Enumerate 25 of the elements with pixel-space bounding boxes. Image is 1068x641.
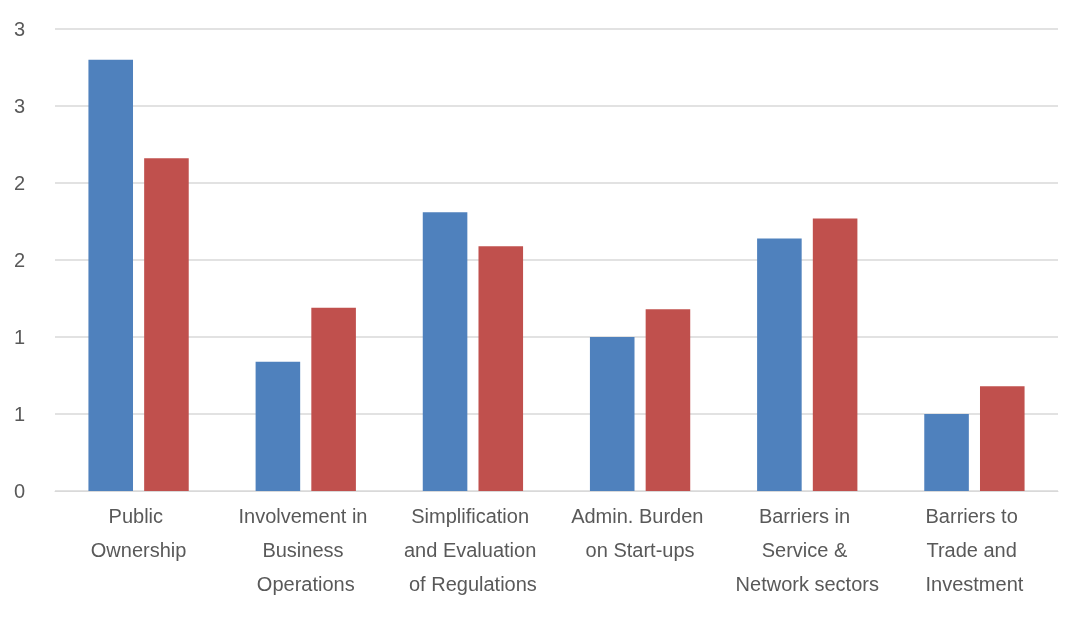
bar [812,218,858,491]
x-tick-label: Involvement in Business Operations [238,505,374,595]
bar [757,238,802,491]
y-tick-label: 1 [13,403,25,425]
y-tick-label: 3 [13,95,25,117]
x-tick-label: Admin. Burden on Start-ups [571,505,710,561]
bar [478,246,524,491]
bar [645,309,691,491]
bar [979,386,1025,491]
y-tick-label: 2 [13,172,25,194]
x-tick-label: Simplification and Evaluation of Regulations [403,505,542,595]
bar [589,337,635,491]
y-tick-label: 0 [13,480,25,502]
bar [311,307,356,491]
bar [144,158,189,491]
y-tick-label: 3 [13,18,25,40]
bar [422,212,468,491]
x-tick-label: Barriers in Service & Network sectors [735,505,879,595]
x-tick-label: Public Ownership [90,505,187,561]
bar [88,59,134,491]
bar [255,361,301,491]
y-tick-label: 1 [13,326,25,348]
y-tick-label: 2 [13,249,25,271]
x-tick-label: Barriers to Trade and Investment [925,505,1024,595]
bar [924,414,969,491]
